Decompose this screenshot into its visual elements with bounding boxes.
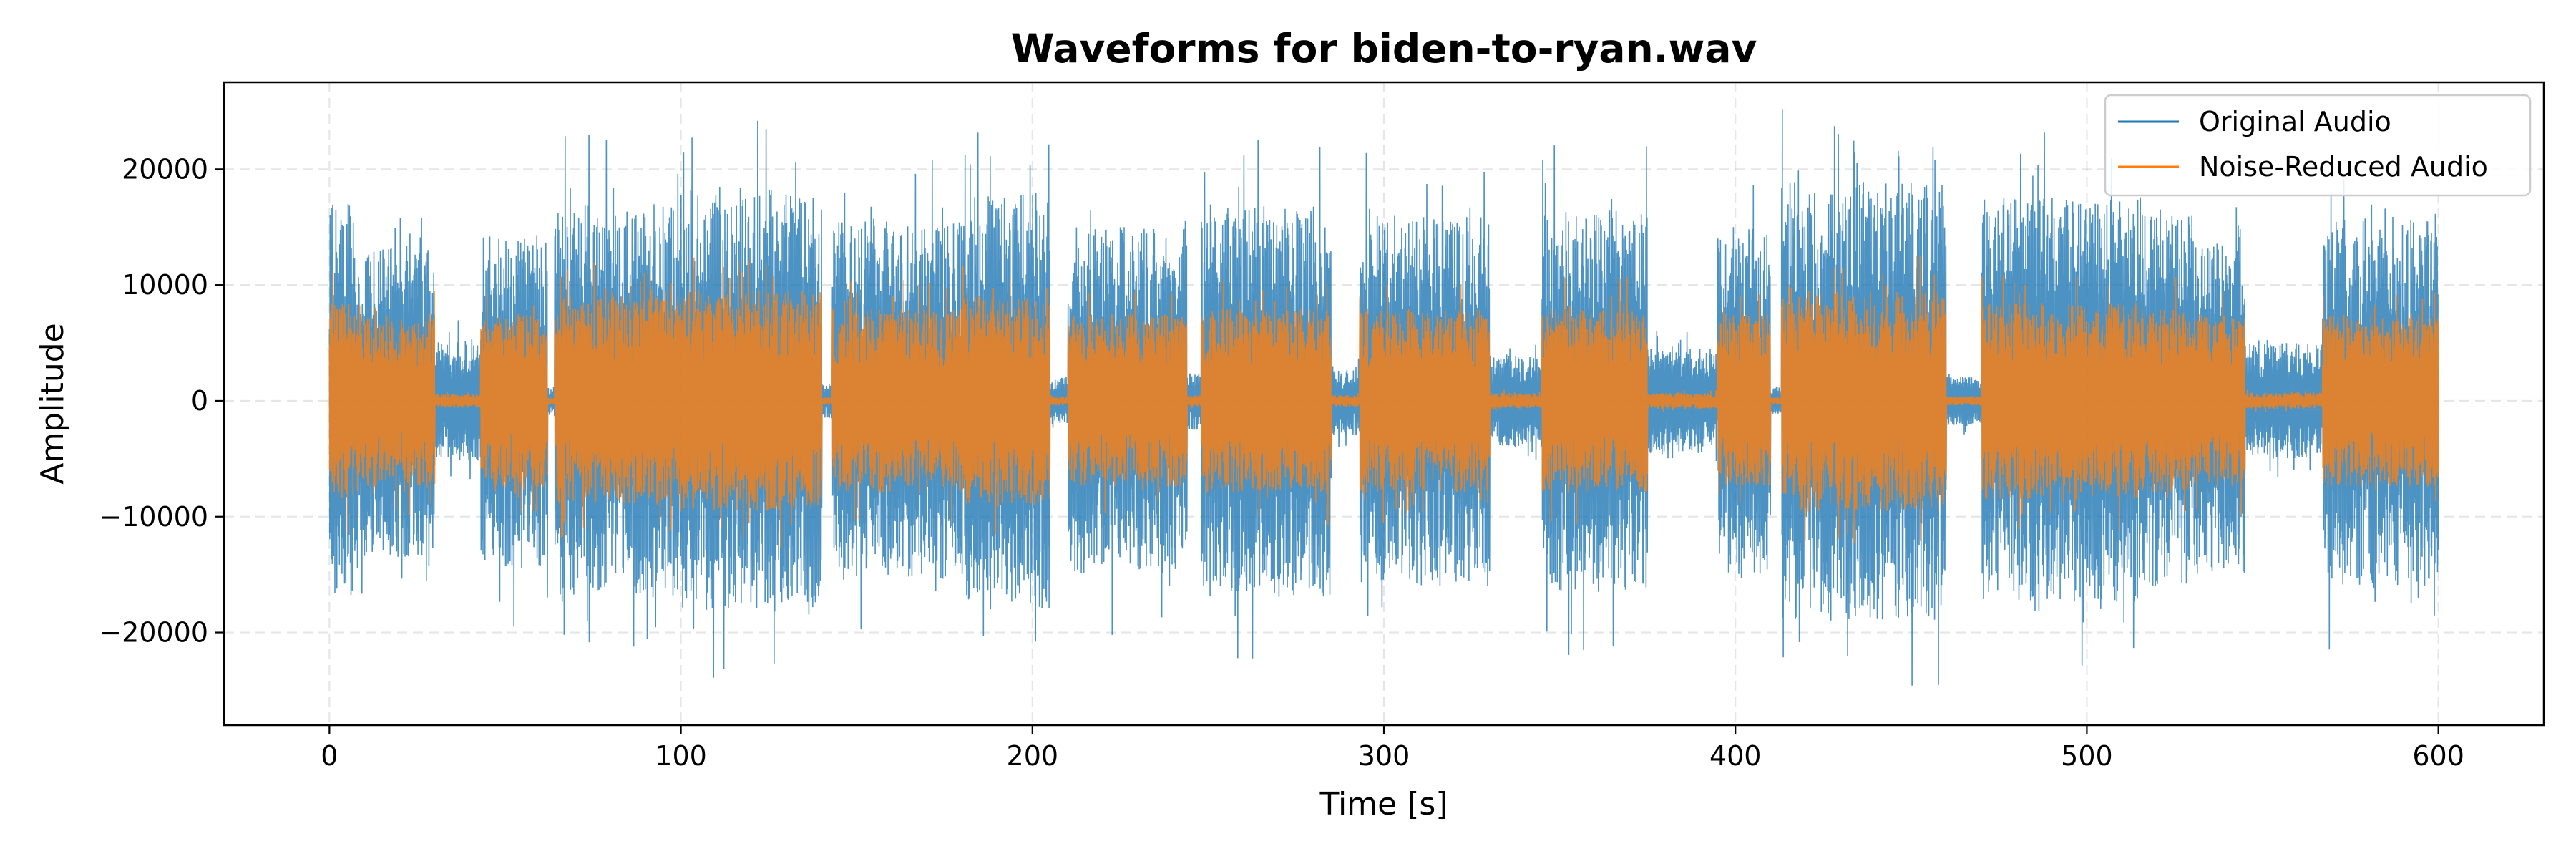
x-axis-ticks: 0 100 200 300 400 500 600: [321, 725, 2464, 772]
y-tick-label: −10000: [99, 501, 208, 533]
legend-label-noise-reduced-audio: Noise-Reduced Audio: [2199, 151, 2488, 183]
x-tick-label: 300: [1358, 740, 1410, 772]
x-tick-label: 500: [2061, 740, 2113, 772]
x-tick-label: 100: [655, 740, 707, 772]
y-tick-label: 20000: [122, 153, 208, 185]
x-tick-label: 400: [1709, 740, 1762, 772]
y-axis-label: Amplitude: [34, 323, 71, 484]
series-line-noise-reduced-audio: [328, 255, 2439, 548]
y-tick-label: −20000: [99, 617, 208, 649]
series-plot-area: [328, 109, 2439, 686]
chart-title: Waveforms for biden-to-ryan.wav: [1011, 26, 1757, 72]
x-tick-label: 600: [2412, 740, 2464, 772]
x-tick-label: 0: [321, 740, 338, 772]
y-axis-ticks: −20000 −10000 0 10000 20000: [99, 153, 224, 649]
legend-box: [2104, 94, 2532, 197]
x-tick-label: 200: [1007, 740, 1059, 772]
x-axis-label: Time [s]: [1319, 786, 1448, 822]
legend: Original Audio Noise-Reduced Audio: [2104, 94, 2532, 197]
y-tick-label: 10000: [122, 269, 208, 301]
legend-label-original-audio: Original Audio: [2199, 106, 2391, 137]
y-tick-label: 0: [191, 385, 208, 417]
